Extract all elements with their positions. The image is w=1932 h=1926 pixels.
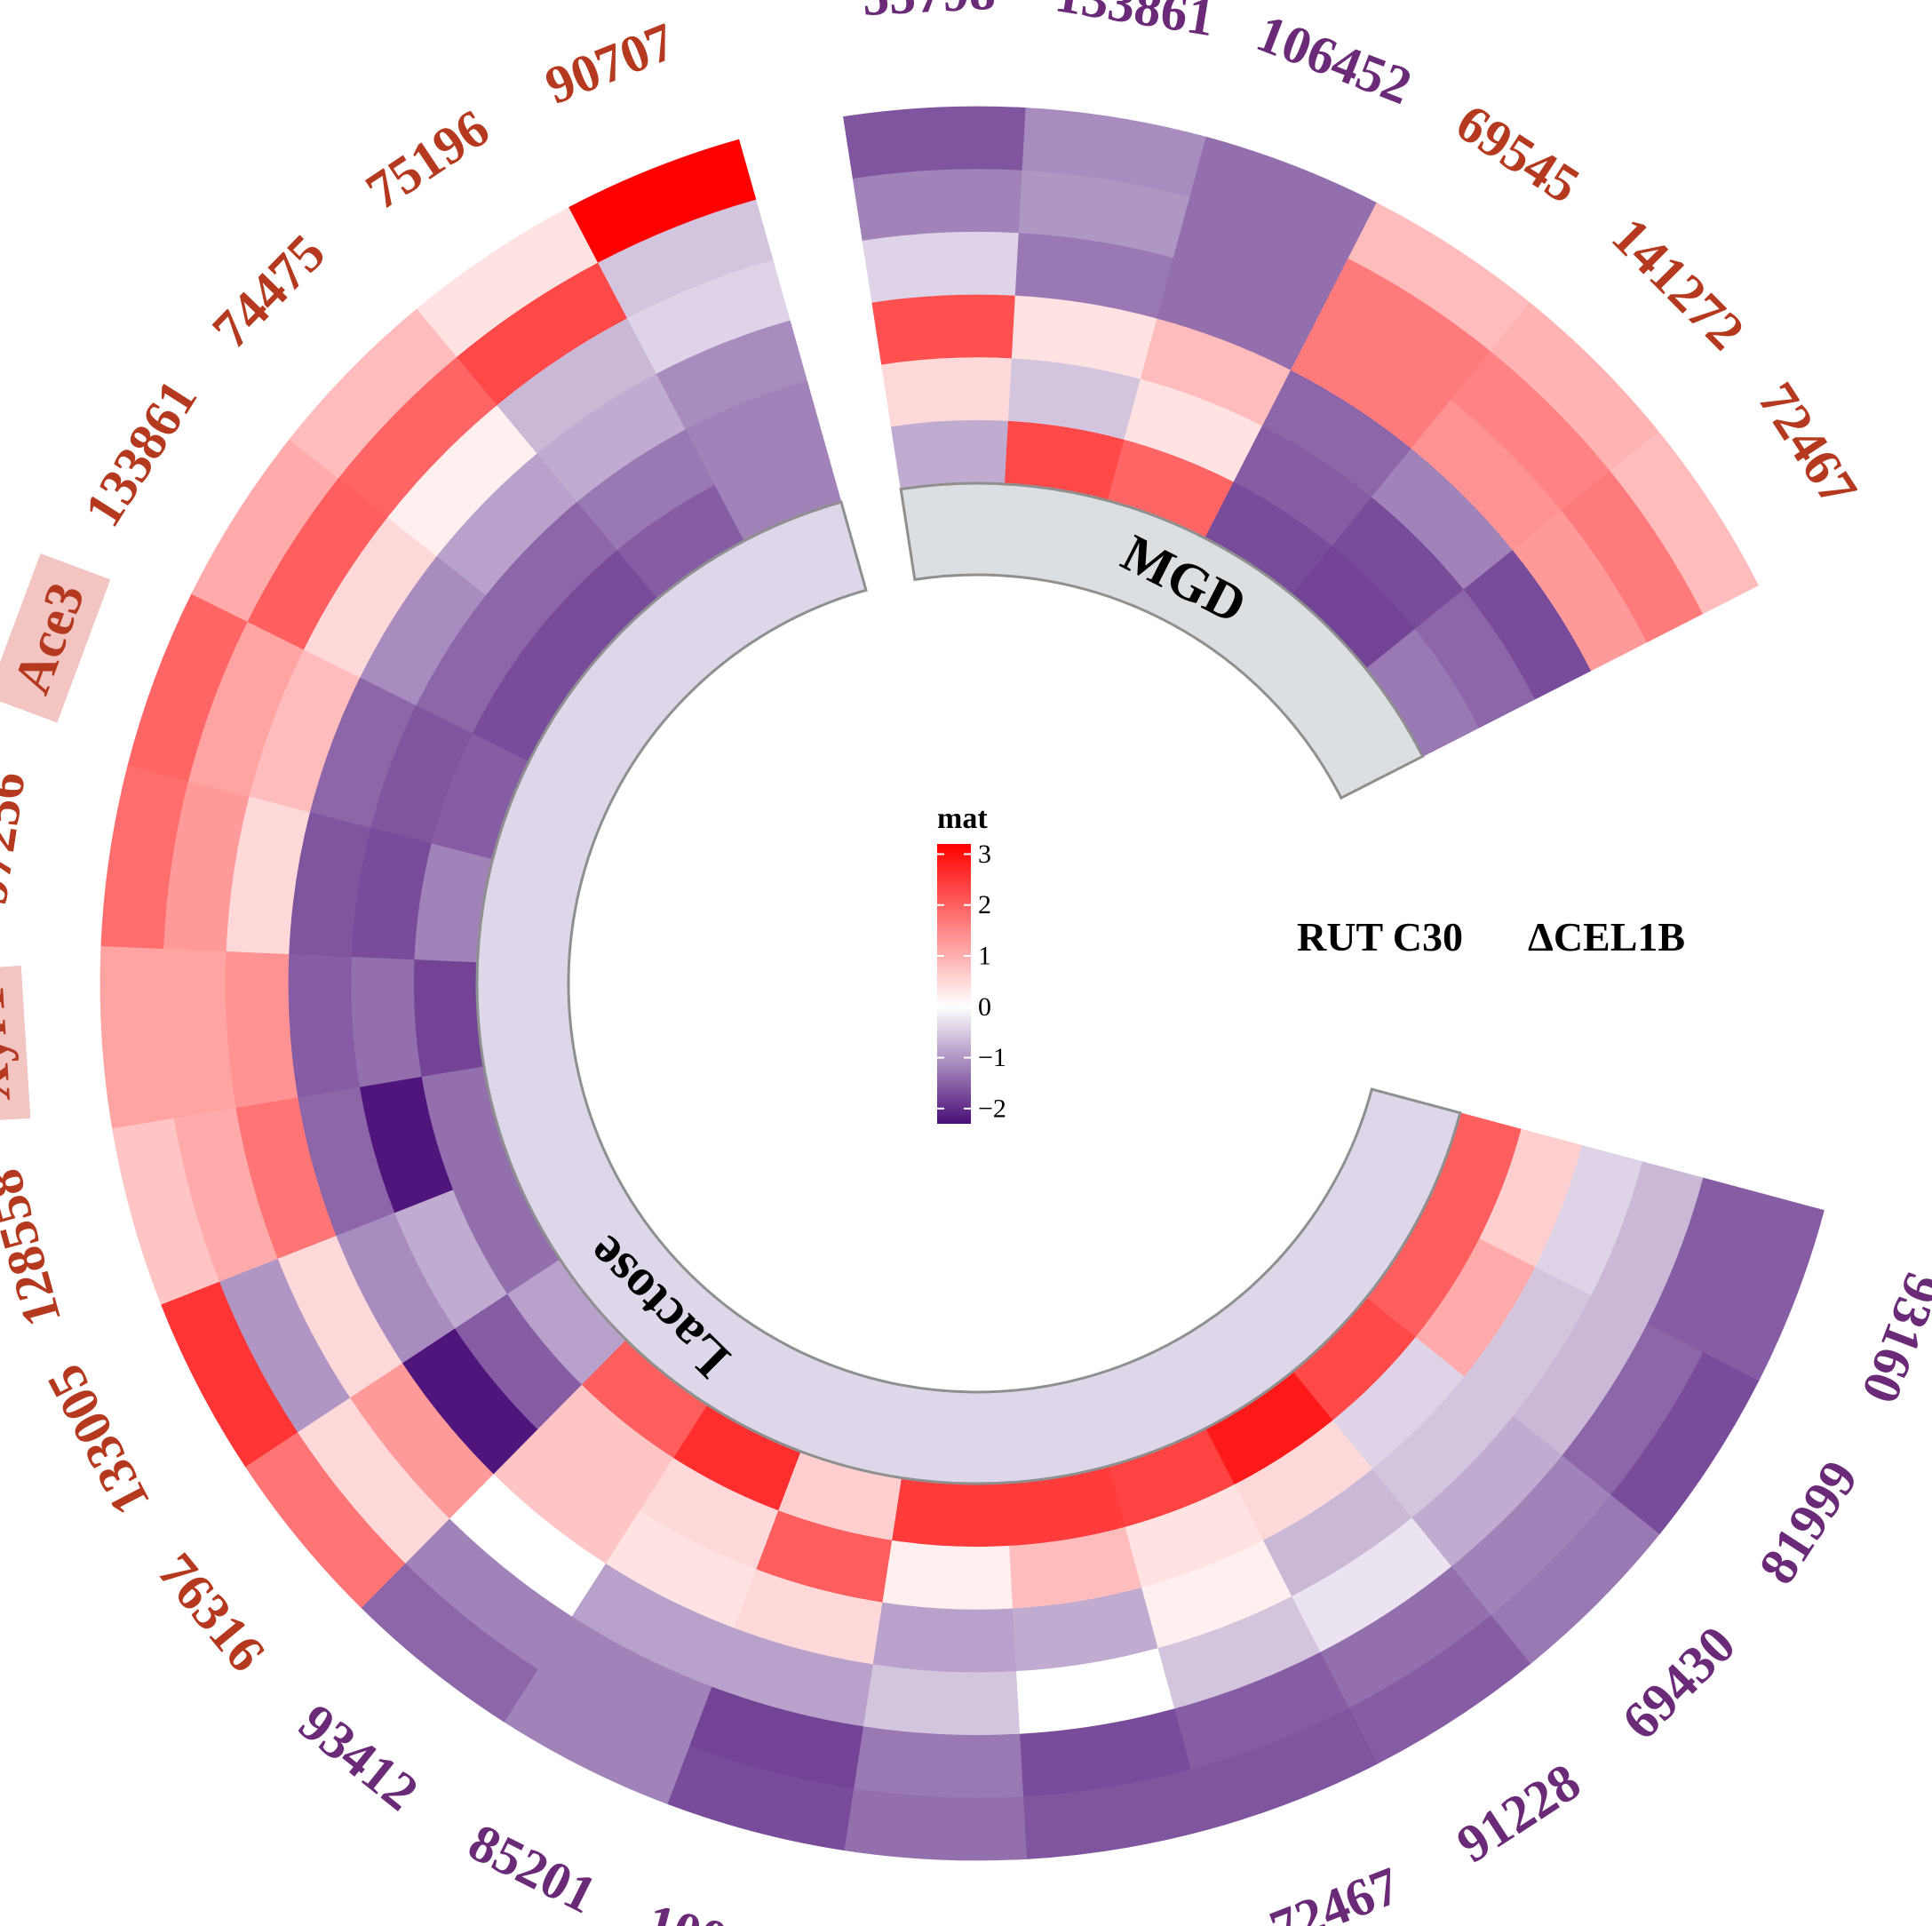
heatmap-cells — [99, 106, 1825, 1861]
gene-label-group: 97256 — [0, 768, 36, 908]
heatmap-cell — [881, 357, 1013, 428]
heatmap-cell — [351, 956, 423, 1087]
heatmap-cell — [881, 1539, 1014, 1610]
gene-label-group: 133005 — [36, 1356, 162, 1524]
gene-label: 91228 — [1447, 1752, 1591, 1874]
gene-highlight-box — [0, 553, 111, 723]
heatmap-cell — [225, 951, 299, 1109]
heatmap-cell — [843, 1787, 1028, 1861]
heatmap-cell — [863, 1663, 1021, 1736]
gene-label: 81999 — [1747, 1450, 1869, 1594]
heatmap-cell — [871, 294, 1016, 366]
legend-tick-label: 0 — [978, 992, 991, 1022]
gene-label-group: 141272 — [1601, 206, 1755, 361]
gene-label: 93412 — [289, 1692, 429, 1821]
heatmap-cell — [288, 953, 361, 1098]
legend-tick-label: −1 — [978, 1043, 1006, 1072]
gene-label-group: 85201 — [460, 1812, 606, 1924]
gene-label: 133861 — [1052, 0, 1219, 47]
gene-label: 128558 — [0, 1163, 72, 1333]
gene-label-group: 93412 — [289, 1692, 429, 1821]
gene-label: 74475 — [201, 223, 336, 359]
gene-label-group: 81999 — [1747, 1450, 1869, 1594]
gene-label: 38522 — [1065, 1922, 1206, 1926]
gene-label: 97256 — [0, 768, 36, 908]
heatmap-cell — [891, 1477, 1010, 1548]
legend-title: mat — [937, 802, 988, 835]
gene-label-group: 133861 — [73, 370, 208, 536]
gene-label-group: 75196 — [355, 98, 498, 220]
gene-label: 85201 — [460, 1812, 606, 1924]
track-label-delta-cel1b: ΔCEL1B — [1528, 914, 1685, 959]
sector-band-mgd — [899, 482, 1425, 800]
heatmap-cell — [890, 419, 1009, 490]
legend-tick-label: −2 — [978, 1094, 1006, 1123]
gene-label: 69430 — [1610, 1615, 1746, 1751]
heatmap-cell — [862, 231, 1020, 304]
legend-colorbar — [937, 844, 971, 1124]
gene-label: 93160 — [1850, 1265, 1932, 1411]
gene-label-group: 128558 — [0, 1163, 72, 1333]
gene-label-group: 106452 — [1249, 4, 1419, 115]
gene-label-group: Ace3 — [0, 553, 111, 723]
gene-label-group: 90707 — [537, 12, 683, 115]
gene-label: 133005 — [36, 1356, 162, 1524]
gene-label-group: 76316 — [147, 1542, 276, 1683]
heatmap-cell — [163, 948, 237, 1118]
legend-tick-label: 1 — [978, 942, 991, 971]
heatmap-cell — [853, 1725, 1024, 1798]
gene-label-group: 91228 — [1447, 1752, 1591, 1874]
gene-label: 106452 — [1249, 4, 1419, 115]
gene-label: 75196 — [355, 98, 498, 220]
gene-label-group: 93160 — [1850, 1265, 1932, 1411]
gene-highlight-box — [0, 966, 31, 1123]
gene-label-group: 69545 — [1446, 92, 1590, 214]
gene-label-group: 72467 — [1747, 372, 1869, 516]
gene-label: 100508 — [640, 1893, 810, 1926]
color-legend: mat 3 2 1 0 −1 −2 — [937, 802, 1006, 1124]
gene-label-group: 72467 — [1262, 1856, 1408, 1926]
track-label-rut-c30: RUT C30 — [1297, 914, 1463, 959]
legend-tick-label: 2 — [978, 890, 991, 919]
gene-label-group: 100508 — [640, 1893, 810, 1926]
gene-label-group: 69430 — [1610, 1615, 1746, 1751]
gene-label: 72467 — [1747, 372, 1869, 516]
gene-label: 133861 — [73, 370, 208, 536]
legend-ticks: 3 2 1 0 −1 −2 — [937, 840, 1006, 1123]
legend-tick-label: 3 — [978, 840, 991, 869]
gene-label-group: 133861 — [1052, 0, 1219, 47]
gene-label: 141272 — [1601, 206, 1755, 361]
gene-label: 55798 — [861, 0, 997, 27]
gene-label-group: 38522 — [1065, 1922, 1206, 1926]
sector-band-lactose — [475, 500, 1462, 1485]
gene-label: 69545 — [1446, 92, 1590, 214]
heatmap-cell — [852, 169, 1023, 242]
gene-label-group: 74475 — [201, 223, 336, 359]
gene-label: 90707 — [537, 12, 683, 115]
gene-label: 76316 — [147, 1542, 276, 1683]
gene-label-group: Xyr1 — [0, 966, 31, 1123]
heatmap-cell — [843, 106, 1027, 179]
heatmap-cell — [413, 959, 485, 1078]
gene-label: 72467 — [1262, 1856, 1408, 1926]
gene-label-group: 55798 — [861, 0, 997, 27]
heatmap-cell — [871, 1601, 1017, 1673]
